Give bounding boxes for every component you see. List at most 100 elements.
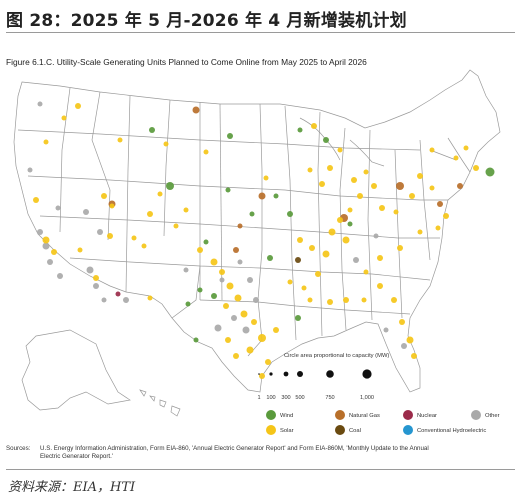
generator-marker — [265, 359, 271, 365]
generator-marker — [297, 127, 303, 133]
alaska-outline — [21, 329, 131, 411]
generator-marker — [337, 147, 343, 153]
fuel-legend-label: Conventional Hydroelectric — [417, 428, 486, 434]
generator-marker — [75, 103, 81, 109]
generator-marker — [147, 211, 153, 217]
generator-marker — [311, 123, 317, 129]
conterminous-us-outline — [13, 69, 501, 393]
generator-marker — [361, 297, 367, 303]
generator-marker — [141, 243, 147, 249]
generator-marker — [226, 282, 234, 290]
generator-marker — [223, 303, 229, 309]
generator-marker — [197, 287, 203, 293]
figure-title: Figure 6.1.C. Utility-Scale Generating U… — [6, 57, 367, 67]
size-legend-label: 750 — [325, 395, 334, 401]
figure-header-title: 图 28：2025 年 5 月-2026 年 4 月新增装机计划 — [6, 11, 407, 31]
generator-marker — [251, 319, 257, 325]
size-legend: 1 100 300 500 750 1,000 — [257, 369, 374, 401]
hawaii-outline — [139, 389, 181, 417]
generator-marker — [437, 201, 443, 207]
generator-marker — [417, 229, 423, 235]
generator-marker — [485, 167, 495, 177]
generator-marker — [240, 310, 248, 318]
fuel-legend-swatch — [335, 425, 345, 435]
generator-marker — [123, 297, 129, 303]
generator-marker — [183, 267, 189, 273]
size-legend-circle — [362, 369, 372, 379]
generator-marker — [443, 213, 449, 219]
generator-marker — [211, 293, 217, 299]
generator-marker — [214, 324, 222, 332]
generator-marker — [393, 209, 399, 215]
generator-marker — [77, 247, 83, 253]
generator-marker — [307, 167, 313, 173]
generator-marker — [377, 255, 383, 261]
generator-marker — [258, 192, 266, 200]
generator-marker — [93, 275, 99, 281]
size-legend-label: 100 — [266, 395, 275, 401]
generator-marker — [249, 211, 255, 217]
generator-marker — [473, 165, 479, 171]
fuel-legend-swatch — [266, 410, 276, 420]
generator-marker — [396, 182, 404, 190]
generator-marker — [327, 165, 333, 171]
generator-marker — [328, 228, 336, 236]
generator-marker — [147, 295, 153, 301]
generator-marker — [337, 217, 343, 223]
generator-marker — [101, 193, 107, 199]
generator-marker — [157, 191, 163, 197]
generator-marker — [43, 139, 49, 145]
generator-marker — [391, 297, 397, 303]
generator-marker — [101, 297, 107, 303]
generator-marker — [259, 373, 265, 379]
size-legend-label: 500 — [295, 395, 304, 401]
generator-marker — [435, 225, 441, 231]
generator-marker — [457, 183, 463, 189]
generator-marker — [409, 193, 415, 199]
generator-marker — [242, 326, 250, 334]
generator-marker — [351, 177, 357, 183]
generator-marker — [149, 127, 155, 133]
generator-marker — [27, 167, 33, 173]
generator-marker — [42, 236, 50, 244]
generator-marker — [347, 207, 353, 213]
generator-marker — [197, 247, 203, 253]
fuel-legend-label: Natural Gas — [349, 413, 380, 419]
generator-marker — [267, 255, 273, 261]
generator-marker — [109, 203, 115, 209]
generator-marker — [411, 353, 417, 359]
generator-marker — [233, 247, 239, 253]
generator-marker — [225, 187, 231, 193]
generator-marker — [273, 193, 279, 199]
size-legend-circle — [326, 370, 334, 378]
generator-marker — [379, 205, 385, 211]
size-legend-circle — [258, 373, 260, 375]
generator-marker — [383, 327, 389, 333]
footer-divider — [6, 469, 515, 470]
generator-marker — [225, 337, 231, 343]
size-legend-label: 300 — [281, 395, 290, 401]
generator-marker — [463, 145, 469, 151]
generator-marker — [233, 353, 239, 359]
generator-marker — [363, 269, 369, 275]
generator-marker — [307, 297, 313, 303]
generator-marker — [377, 283, 383, 289]
generator-marker — [93, 283, 99, 289]
generator-marker — [319, 181, 325, 187]
generator-marker — [107, 233, 113, 239]
generator-marker — [185, 301, 191, 307]
generator-marker — [322, 250, 330, 258]
generator-marker — [429, 147, 435, 153]
generator-marker — [97, 229, 103, 235]
size-legend-circle — [283, 371, 289, 377]
generator-marker — [83, 209, 89, 215]
generator-marker — [401, 343, 407, 349]
generator-marker — [347, 221, 353, 227]
generator-marker — [247, 277, 253, 283]
generator-marker — [343, 297, 349, 303]
generator-marker — [397, 245, 403, 251]
generator-marker — [373, 233, 379, 239]
fuel-legend-label: Solar — [280, 428, 294, 434]
